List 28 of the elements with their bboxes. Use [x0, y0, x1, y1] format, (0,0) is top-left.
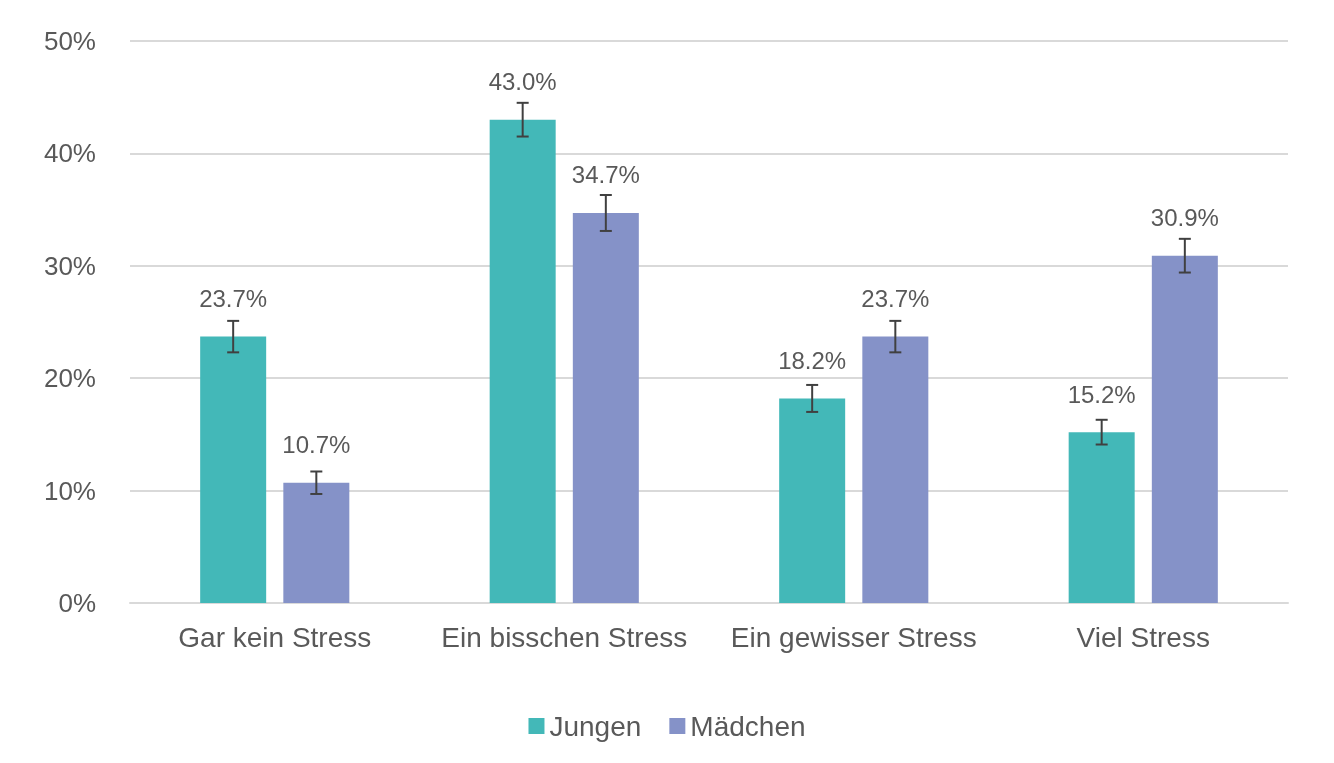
data-label: 43.0% — [488, 68, 557, 96]
bar — [779, 398, 846, 603]
y-tick-label: 40% — [43, 138, 96, 169]
data-label: 30.9% — [1150, 204, 1219, 232]
data-label: 15.2% — [1067, 380, 1136, 408]
data-label: 18.2% — [778, 346, 847, 374]
x-tick-label: Viel Stress — [1076, 621, 1210, 653]
data-label: 23.7% — [861, 285, 930, 313]
bar — [1068, 432, 1135, 603]
bar — [283, 482, 350, 603]
x-tick-label: Gar kein Stress — [178, 621, 372, 653]
bar — [572, 212, 639, 603]
y-tick-label: 10% — [43, 475, 96, 506]
data-label: 10.7% — [282, 431, 351, 459]
x-tick-label: Ein bisschen Stress — [441, 621, 688, 653]
y-tick-label: 50% — [43, 26, 96, 56]
x-tick-label: Ein gewisser Stress — [730, 621, 977, 653]
y-tick-label: 0% — [58, 588, 96, 618]
bar — [862, 336, 929, 603]
bar — [1151, 255, 1218, 603]
legend-label: Mädchen — [690, 710, 806, 742]
data-label: 34.7% — [571, 161, 640, 189]
bar — [489, 119, 556, 603]
data-label: 23.7% — [199, 285, 268, 313]
y-tick-label: 30% — [43, 250, 96, 281]
bar — [200, 336, 267, 603]
y-tick-label: 20% — [43, 363, 96, 394]
legend-label: Jungen — [549, 710, 642, 742]
